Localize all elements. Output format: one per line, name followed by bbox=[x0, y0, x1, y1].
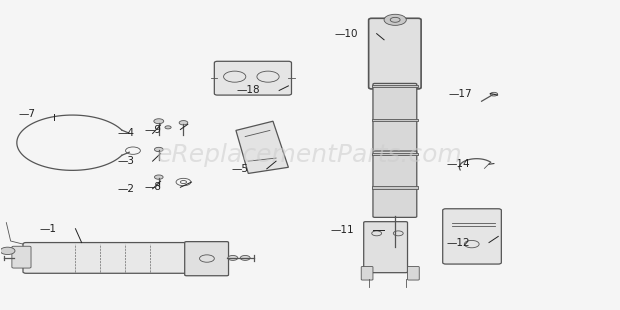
FancyBboxPatch shape bbox=[23, 242, 202, 273]
FancyBboxPatch shape bbox=[185, 241, 229, 276]
FancyBboxPatch shape bbox=[369, 18, 421, 89]
Circle shape bbox=[154, 147, 163, 152]
Text: —10: —10 bbox=[335, 29, 358, 39]
FancyBboxPatch shape bbox=[364, 222, 407, 273]
Circle shape bbox=[490, 92, 498, 96]
Circle shape bbox=[154, 175, 163, 179]
Text: —3: —3 bbox=[117, 156, 134, 166]
Text: —14: —14 bbox=[447, 159, 471, 169]
Circle shape bbox=[179, 121, 188, 125]
FancyBboxPatch shape bbox=[443, 209, 502, 264]
Text: —12: —12 bbox=[447, 237, 471, 248]
Text: —4: —4 bbox=[117, 128, 134, 139]
FancyBboxPatch shape bbox=[372, 153, 418, 155]
FancyBboxPatch shape bbox=[372, 85, 418, 87]
FancyBboxPatch shape bbox=[407, 267, 419, 280]
Circle shape bbox=[228, 255, 238, 260]
Text: —7: —7 bbox=[19, 108, 35, 118]
Text: —1: —1 bbox=[40, 224, 57, 234]
FancyBboxPatch shape bbox=[12, 246, 31, 268]
FancyBboxPatch shape bbox=[372, 119, 418, 121]
Text: —5: —5 bbox=[231, 164, 248, 174]
Text: —8: —8 bbox=[145, 182, 162, 192]
Text: —2: —2 bbox=[117, 184, 134, 194]
Circle shape bbox=[154, 119, 164, 124]
Circle shape bbox=[241, 255, 250, 260]
FancyBboxPatch shape bbox=[373, 151, 417, 217]
Circle shape bbox=[0, 247, 15, 255]
Circle shape bbox=[165, 126, 171, 129]
Text: —11: —11 bbox=[331, 225, 355, 235]
FancyBboxPatch shape bbox=[215, 61, 291, 95]
Text: eReplacementParts.com: eReplacementParts.com bbox=[157, 143, 463, 167]
FancyBboxPatch shape bbox=[373, 83, 417, 156]
FancyBboxPatch shape bbox=[361, 267, 373, 280]
FancyBboxPatch shape bbox=[372, 186, 418, 189]
Circle shape bbox=[384, 14, 406, 25]
Text: —9: —9 bbox=[145, 125, 162, 135]
Circle shape bbox=[388, 246, 402, 254]
Polygon shape bbox=[236, 121, 288, 173]
Text: —17: —17 bbox=[448, 89, 472, 99]
Text: —18: —18 bbox=[237, 86, 260, 95]
